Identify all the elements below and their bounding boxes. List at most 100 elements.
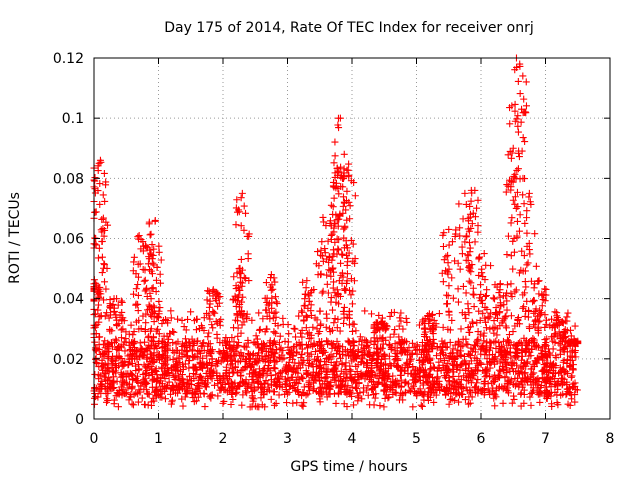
data-point [491,378,499,386]
data-point [564,388,572,396]
data-point [270,309,278,317]
data-point [142,310,150,318]
data-point [538,352,546,360]
data-point [342,286,350,294]
y-tick-label: 0.12 [53,51,84,67]
y-tick-label: 0.1 [62,111,84,127]
data-point [486,325,494,333]
data-point [259,372,267,380]
data-point [413,366,421,374]
data-point [104,221,112,229]
data-point [134,260,142,268]
data-point [343,313,351,321]
data-point [134,390,142,398]
x-tick-label: 1 [154,431,163,447]
data-point [514,77,522,85]
data-point [122,389,130,397]
data-point [329,306,337,314]
data-point [253,377,261,385]
data-point [475,271,483,279]
data-point [381,382,389,390]
data-point [270,364,278,372]
data-point [353,368,361,376]
data-point [374,361,382,369]
data-point [200,327,208,335]
data-point [110,373,118,381]
data-point [140,376,148,384]
data-point [149,375,157,383]
data-point [113,377,121,385]
data-point [333,347,341,355]
data-point [324,354,332,362]
data-point [548,402,556,410]
data-point [194,380,202,388]
x-tick-label: 8 [606,431,615,447]
data-point [153,314,161,322]
data-point [133,355,141,363]
data-point [349,327,357,335]
data-point [547,377,555,385]
data-point [386,312,394,320]
data-point [435,358,443,366]
data-point [277,369,285,377]
data-point [102,285,110,293]
data-point [147,295,155,303]
data-point [198,361,206,369]
data-point [517,118,525,126]
data-point [225,373,233,381]
data-point [531,230,539,238]
data-point [132,285,140,293]
data-point [338,250,346,258]
data-point [432,352,440,360]
data-point [94,291,102,299]
data-point [231,292,239,300]
data-point [187,308,195,316]
data-point [363,370,371,378]
data-point [96,380,104,388]
data-point [509,178,517,186]
data-point [470,291,478,299]
data-point [331,152,339,160]
data-point [340,303,348,311]
data-point [330,268,338,276]
data-point [489,294,497,302]
data-point [110,400,118,408]
data-point [160,339,168,347]
data-point [104,397,112,405]
data-point [382,336,390,344]
data-point [380,350,388,358]
data-point [471,384,479,392]
data-point [141,400,149,408]
data-point [228,382,236,390]
data-point [124,384,132,392]
data-point [93,359,101,367]
data-point [517,378,525,386]
data-point [449,345,457,353]
data-point [503,369,511,377]
data-point [513,188,521,196]
data-point [178,316,186,324]
data-point [146,265,154,273]
data-point [474,228,482,236]
data-point [448,274,456,282]
data-point [263,312,271,320]
data-point [347,236,355,244]
data-point [411,375,419,383]
data-point [381,387,389,395]
data-point [307,383,315,391]
data-point [513,232,521,240]
data-point [525,239,533,247]
data-point [455,372,463,380]
data-point [275,369,283,377]
data-point [97,312,105,320]
data-point [463,376,471,384]
data-point [182,348,190,356]
data-point [139,351,147,359]
peak-point [345,171,353,179]
data-point [107,311,115,319]
peak-point [516,60,524,68]
data-point [327,272,335,280]
data-point [134,273,142,281]
data-point [388,309,396,317]
data-point [227,361,235,369]
